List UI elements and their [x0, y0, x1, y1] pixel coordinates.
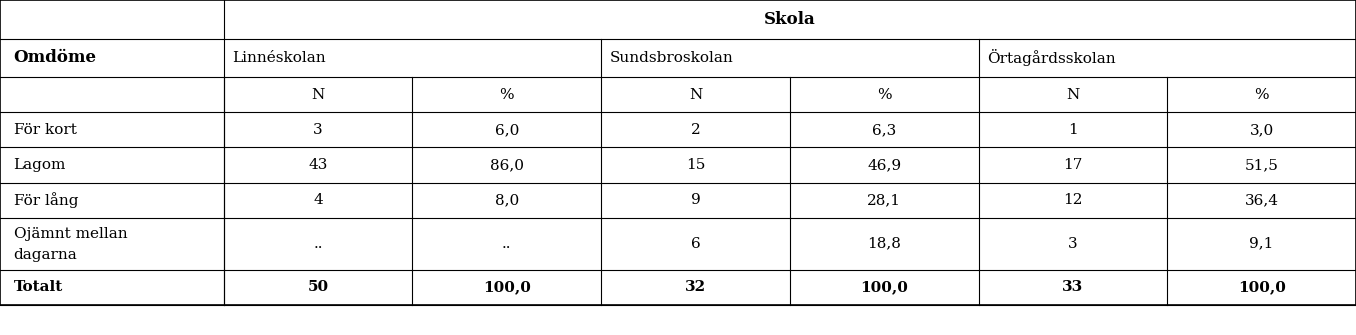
Text: 6: 6: [690, 237, 701, 251]
Text: För lång: För lång: [14, 192, 79, 208]
Text: 1: 1: [1069, 123, 1078, 137]
Text: Omdöme: Omdöme: [14, 49, 96, 66]
Text: 2: 2: [690, 123, 701, 137]
Text: 46,9: 46,9: [868, 158, 902, 172]
Text: N: N: [689, 88, 702, 102]
Text: 18,8: 18,8: [868, 237, 902, 251]
Text: Lagom: Lagom: [14, 158, 66, 172]
Text: 9,1: 9,1: [1249, 237, 1273, 251]
Text: 50: 50: [308, 280, 328, 294]
Text: 8,0: 8,0: [495, 193, 519, 207]
Text: 6,3: 6,3: [872, 123, 896, 137]
Text: 100,0: 100,0: [860, 280, 909, 294]
Text: Sundsbroskolan: Sundsbroskolan: [609, 51, 734, 65]
Text: 17: 17: [1063, 158, 1082, 172]
Text: N: N: [312, 88, 324, 102]
Text: N: N: [1066, 88, 1079, 102]
Text: 3,0: 3,0: [1249, 123, 1273, 137]
Text: 51,5: 51,5: [1245, 158, 1279, 172]
Text: 3: 3: [1069, 237, 1078, 251]
Text: 3: 3: [313, 123, 323, 137]
Text: Ojämnt mellan: Ojämnt mellan: [14, 227, 127, 241]
Text: Örtagårdsskolan: Örtagårdsskolan: [987, 49, 1116, 66]
Text: Skola: Skola: [763, 11, 816, 28]
Text: ..: ..: [313, 237, 323, 251]
Text: 36,4: 36,4: [1245, 193, 1279, 207]
Text: ..: ..: [502, 237, 511, 251]
Text: 28,1: 28,1: [868, 193, 902, 207]
Text: 15: 15: [686, 158, 705, 172]
Text: 9: 9: [690, 193, 701, 207]
Text: Linnéskolan: Linnéskolan: [232, 51, 325, 65]
Text: 12: 12: [1063, 193, 1082, 207]
Text: 100,0: 100,0: [483, 280, 530, 294]
Text: 100,0: 100,0: [1238, 280, 1285, 294]
Text: 32: 32: [685, 280, 706, 294]
Text: 43: 43: [308, 158, 328, 172]
Text: %: %: [877, 88, 891, 102]
Text: 86,0: 86,0: [490, 158, 523, 172]
Text: 33: 33: [1062, 280, 1083, 294]
Text: För kort: För kort: [14, 123, 76, 137]
Text: %: %: [499, 88, 514, 102]
Text: Totalt: Totalt: [14, 280, 62, 294]
Text: 4: 4: [313, 193, 323, 207]
Text: %: %: [1254, 88, 1269, 102]
Text: 6,0: 6,0: [495, 123, 519, 137]
Text: dagarna: dagarna: [14, 248, 77, 262]
